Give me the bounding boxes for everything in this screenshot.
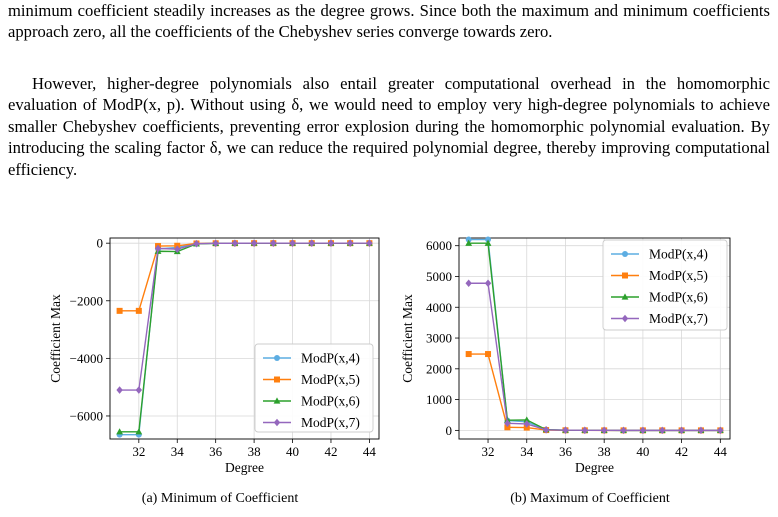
x-tick-label: 42 [324, 444, 337, 459]
legend-label: ModP(x,7) [649, 311, 708, 326]
data-point [116, 428, 124, 435]
data-point [465, 239, 473, 246]
legend-marker [621, 314, 629, 323]
legend-marker [274, 355, 280, 361]
data-point [484, 279, 492, 288]
legend-box [602, 239, 728, 331]
data-point [327, 239, 335, 247]
data-point [346, 239, 354, 247]
legend-label: ModP(x,5) [301, 372, 360, 387]
x-tick-label: 42 [675, 444, 688, 459]
chart-minimum-coefficient: 32 34 36 38 40 42 44 0 −2000 −4000 −6000 Degree Coef… [48, 236, 380, 475]
legend-label: ModP(x,4) [649, 247, 708, 262]
x-tick-label: 36 [209, 444, 223, 459]
y-tick-label: 0 [446, 423, 453, 438]
data-point [659, 426, 666, 435]
data-point [116, 307, 123, 314]
data-point [116, 386, 123, 394]
data-point [135, 307, 142, 314]
data-point [270, 239, 277, 247]
legend-box [254, 343, 374, 433]
legend-label: ModP(x,5) [649, 268, 708, 283]
data-point [366, 239, 373, 247]
legend-label: ModP(x,7) [301, 415, 360, 430]
data-point [308, 239, 315, 247]
data-point [504, 419, 511, 428]
caption-b: (b) Maximum of Coefficient [510, 491, 670, 506]
plot-frame [109, 237, 380, 440]
caption-a: (a) Minimum of Coefficient [141, 491, 299, 506]
data-point [523, 416, 531, 423]
series-line [468, 282, 721, 432]
figure-a: 32 34 36 38 40 42 44 0 −2000 −4000 −6000 Degree Coef… [40, 230, 390, 517]
data-point [135, 386, 143, 394]
plot-frame [458, 237, 731, 440]
data-point [697, 426, 705, 435]
y-tick-label: −6000 [70, 408, 103, 423]
data-point [154, 244, 162, 253]
x-tick-label: 40 [636, 444, 649, 459]
y-axis-label: Coefficient Max [48, 294, 63, 383]
x-tick-label: 40 [286, 444, 299, 459]
x-tick-label: 32 [132, 444, 145, 459]
paragraph-1: minimum coefficient steadily increases a… [8, 1, 770, 42]
legend-marker [622, 251, 628, 257]
data-point [212, 239, 219, 248]
paragraph-2: However, higher-degree polynomials also … [8, 74, 770, 179]
data-point [465, 279, 472, 288]
data-point [484, 239, 492, 246]
chart-maximum-coefficient: 32 34 36 38 40 42 44 0 1000 2000 3000 4000 5000 6000 D… [400, 236, 731, 475]
x-axis-label: Degree [225, 460, 264, 475]
data-point [135, 428, 143, 435]
data-point [193, 239, 200, 248]
x-tick-label: 34 [520, 444, 534, 459]
data-point [231, 239, 239, 248]
y-tick-label: 4000 [426, 300, 452, 315]
data-point [289, 239, 296, 247]
data-point [465, 351, 472, 358]
x-tick-label: 36 [559, 444, 573, 459]
y-tick-label: 1000 [426, 392, 452, 407]
y-tick-label: −2000 [70, 293, 103, 308]
legend-label: ModP(x,6) [649, 290, 708, 305]
data-point [485, 351, 492, 358]
figure-b: 32 34 36 38 40 42 44 0 1000 2000 3000 4000 5000 6000 D… [400, 230, 760, 517]
data-point [465, 236, 472, 243]
data-point [485, 236, 492, 243]
data-point [174, 245, 181, 254]
legend-label: ModP(x,6) [301, 394, 360, 409]
x-tick-label: 38 [248, 444, 261, 459]
data-point [600, 426, 608, 435]
data-point [504, 424, 511, 431]
y-tick-label: −4000 [70, 351, 103, 366]
data-point [523, 420, 530, 428]
legend-marker [273, 397, 281, 404]
series-line [119, 242, 370, 391]
data-point [717, 426, 724, 435]
y-tick-label: 5000 [426, 269, 452, 284]
y-tick-label: 2000 [426, 361, 452, 376]
y-axis-label: Coefficient Max [400, 294, 415, 383]
y-tick-label: 3000 [426, 331, 452, 346]
x-tick-label: 32 [482, 444, 495, 459]
y-tick-label: 6000 [426, 238, 452, 253]
legend-marker [273, 418, 281, 427]
x-axis-label: Degree [575, 460, 614, 475]
x-tick-label: 44 [714, 444, 728, 459]
legend-marker [274, 376, 280, 383]
x-tick-label: 38 [598, 444, 611, 459]
x-tick-label: 34 [171, 444, 185, 459]
legend-marker [622, 272, 628, 279]
legend-marker [621, 293, 629, 300]
y-tick-label: 0 [97, 236, 104, 251]
legend-label: ModP(x,4) [301, 351, 360, 366]
x-tick-label: 44 [363, 444, 377, 459]
